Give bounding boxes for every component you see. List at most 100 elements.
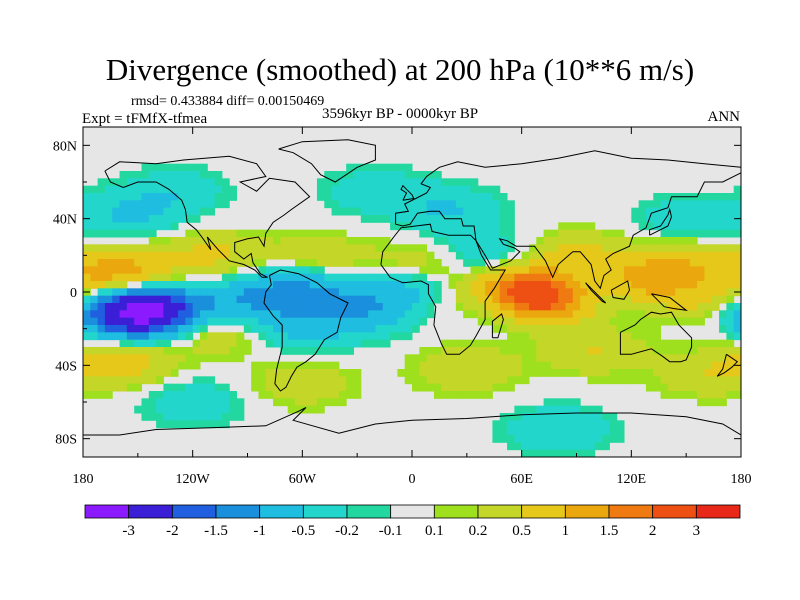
field-cell: [580, 229, 588, 238]
field-cell: [412, 207, 420, 216]
field-cell: [229, 266, 238, 275]
field-cell: [192, 237, 201, 245]
field-cell: [580, 442, 588, 451]
field-cell: [97, 281, 106, 289]
field-cell: [477, 193, 486, 201]
field-cell: [316, 405, 325, 414]
field-cell: [587, 332, 596, 341]
field-cell: [558, 310, 567, 319]
field-cell: [653, 369, 662, 377]
field-cell: [302, 295, 311, 304]
field-cell: [104, 244, 113, 253]
colorbar-swatch: [128, 504, 173, 519]
field-cell: [587, 229, 596, 238]
field-cell: [565, 266, 574, 275]
field-cell: [624, 339, 632, 348]
field-cell: [90, 244, 99, 253]
field-cell: [631, 325, 640, 333]
field-cell: [302, 266, 311, 275]
field-cell: [353, 317, 362, 326]
field-cell: [521, 266, 530, 275]
field-cell: [455, 347, 464, 355]
field-cell: [507, 215, 515, 223]
field-cell: [477, 369, 486, 377]
field-cell: [104, 376, 113, 385]
field-cell: [602, 317, 610, 326]
field-cell: [660, 229, 669, 238]
field-cell: [185, 215, 194, 223]
field-cell: [631, 259, 640, 267]
field-cell: [507, 310, 515, 319]
field-cell: [558, 259, 567, 267]
field-cell: [207, 193, 216, 201]
field-cell: [565, 339, 574, 348]
field-cell: [309, 339, 318, 348]
field-cell: [368, 171, 376, 179]
field-cell: [704, 229, 713, 238]
field-cell: [119, 369, 128, 377]
field-cell: [382, 325, 391, 333]
field-cell: [170, 310, 179, 319]
field-cell: [192, 200, 201, 209]
field-cell: [580, 420, 588, 429]
field-cell: [236, 244, 245, 253]
field-cell: [507, 420, 515, 429]
field-cell: [594, 376, 603, 385]
field-cell: [609, 244, 618, 253]
field-cell: [185, 288, 194, 297]
field-cell: [207, 288, 216, 297]
field-cell: [280, 339, 289, 348]
field-cell: [645, 383, 654, 392]
field-cell: [185, 266, 194, 275]
field-cell: [609, 376, 618, 385]
field-cell: [397, 193, 406, 201]
field-cell: [616, 259, 625, 267]
field-cell: [112, 361, 121, 370]
field-cell: [733, 310, 741, 319]
x-tick-label: 60E: [510, 472, 533, 487]
field-cell: [499, 237, 508, 245]
field-cell: [689, 273, 698, 282]
field-cell: [134, 266, 142, 275]
field-cell: [594, 413, 603, 421]
field-cell: [390, 200, 398, 209]
field-cell: [558, 420, 567, 429]
field-cell: [229, 251, 238, 260]
field-cell: [404, 193, 413, 201]
field-cell: [163, 251, 172, 260]
field-cell: [543, 266, 552, 275]
field-cell: [419, 251, 428, 260]
field-cell: [280, 281, 289, 289]
field-cell: [609, 229, 618, 238]
field-cell: [638, 303, 647, 311]
field-cell: [653, 200, 662, 209]
field-cell: [163, 339, 172, 348]
field-cell: [653, 303, 662, 311]
field-cell: [97, 332, 106, 341]
field-cell: [134, 171, 142, 179]
field-cell: [287, 391, 296, 399]
field-cell: [704, 259, 713, 267]
field-cell: [170, 398, 179, 407]
field-cell: [221, 413, 230, 421]
field-cell: [287, 383, 296, 392]
field-cell: [631, 273, 640, 282]
field-cell: [163, 288, 172, 297]
field-cell: [441, 222, 450, 231]
field-cell: [236, 288, 245, 297]
field-cell: [170, 332, 179, 341]
field-cell: [112, 317, 121, 326]
field-cell: [170, 200, 179, 209]
field-cell: [119, 383, 128, 392]
field-cell: [550, 354, 559, 363]
field-cell: [382, 273, 391, 282]
field-cell: [675, 237, 684, 245]
field-cell: [726, 369, 735, 377]
field-cell: [499, 383, 508, 392]
field-cell: [543, 420, 552, 429]
field-cell: [697, 273, 705, 282]
field-cell: [156, 310, 164, 319]
field-cell: [675, 266, 684, 275]
field-cell: [382, 200, 391, 209]
field-cell: [433, 383, 442, 392]
